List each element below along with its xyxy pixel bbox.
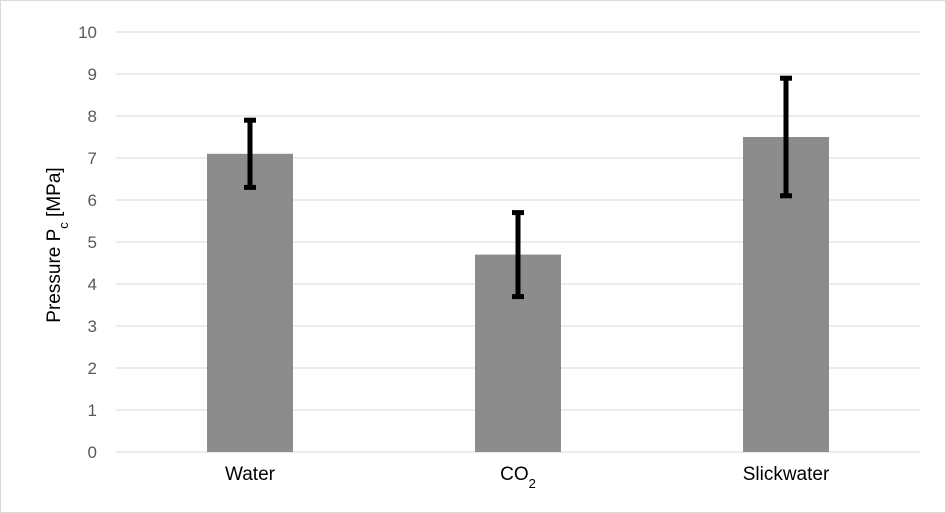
y-tick-label: 9 [88,65,97,84]
y-tick-label: 1 [88,401,97,420]
y-axis-title: Pressure Pc [MPa] [44,167,71,322]
y-axis-title-suffix: [MPa] [44,167,65,222]
x-tick-label: Slickwater [743,464,830,485]
y-tick-label: 8 [88,107,97,126]
x-tick-label: CO2 [500,464,536,491]
bar-water [207,154,293,452]
y-tick-label: 7 [88,149,97,168]
y-axis-ticks: 0 1 2 3 4 5 6 7 8 9 10 [78,23,97,462]
y-axis-title-base: Pressure P [44,229,65,323]
x-tick-label: Water [225,464,276,485]
x-tick-label-base: Slickwater [743,464,830,485]
y-tick-label: 0 [88,443,97,462]
y-tick-label: 2 [88,359,97,378]
x-axis-labels: Water CO2 Slickwater [225,464,830,491]
y-tick-label: 10 [78,23,97,42]
error-bars [244,78,792,296]
y-tick-label: 3 [88,317,97,336]
y-tick-label: 6 [88,191,97,210]
x-tick-label-base: Water [225,464,276,485]
x-tick-label-sub: 2 [529,476,536,491]
y-tick-label: 4 [88,275,97,294]
y-tick-label: 5 [88,233,97,252]
x-tick-label-base: CO [500,464,529,485]
